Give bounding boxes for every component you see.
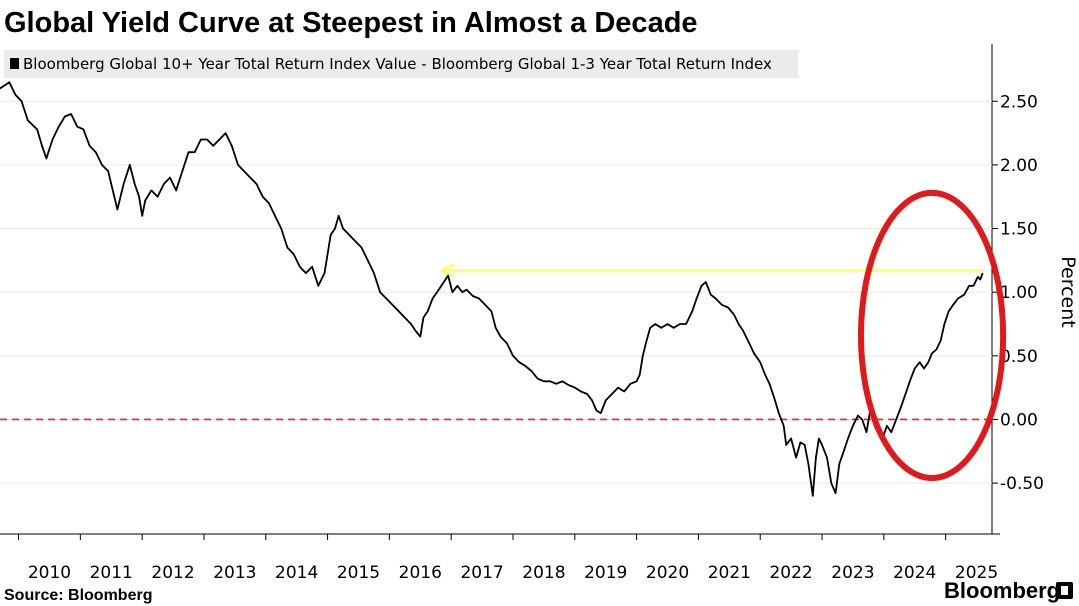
y-tick-label: -0.50 <box>1000 474 1044 494</box>
chart-title: Global Yield Curve at Steepest in Almost… <box>4 7 698 39</box>
arrow-head <box>439 263 455 278</box>
x-tick-label: 2024 <box>893 563 936 583</box>
y-tick-label: 2.50 <box>1000 92 1038 112</box>
annotations <box>0 263 992 421</box>
y-tick-label: 1.00 <box>1000 283 1038 303</box>
x-tick-label: 2021 <box>708 563 751 583</box>
y-axis-label: Percent <box>1057 256 1079 328</box>
y-tick-label: 2.00 <box>1000 156 1038 176</box>
bloomberg-logo: Bloomberg <box>944 578 1060 603</box>
gridlines <box>0 100 992 484</box>
overlay-annotations <box>857 189 1007 482</box>
x-tick-label: 2020 <box>646 563 689 583</box>
x-tick-label: 2019 <box>584 563 627 583</box>
x-axis-ticks: 2010 2011 2012 2013 2014 2015 2016 2017 2018 2019… <box>18 534 998 583</box>
x-tick-label: 2012 <box>151 563 194 583</box>
y-tick-label: 1.50 <box>1000 220 1038 240</box>
x-tick-label: 2017 <box>460 563 503 583</box>
x-tick-label: 2023 <box>831 563 874 583</box>
x-tick-label: 2025 <box>955 563 998 583</box>
x-tick-label: 2018 <box>522 563 565 583</box>
y-tick-label: 0.50 <box>1000 347 1038 367</box>
x-tick-label: 2013 <box>213 563 256 583</box>
series-layer <box>0 81 984 497</box>
x-tick-label: 2010 <box>28 563 71 583</box>
legend-label: Bloomberg Global 10+ Year Total Return I… <box>23 55 772 73</box>
source-label: Source: Bloomberg <box>4 587 152 604</box>
x-tick-label: 2022 <box>769 563 812 583</box>
highlight-circle <box>857 189 1007 482</box>
legend-box <box>4 50 798 78</box>
y-axis-ticks: 2.50 2.00 1.50 1.00 0.50 0.00 -0.50 <box>992 92 1044 494</box>
x-tick-label: 2016 <box>399 563 442 583</box>
series-line-0 <box>0 81 984 497</box>
x-tick-label: 2015 <box>337 563 380 583</box>
bloomberg-logo-icon-inner <box>1061 586 1068 595</box>
x-tick-label: 2014 <box>275 563 318 583</box>
y-tick-label: 0.00 <box>1000 410 1038 430</box>
x-tick-label: 2011 <box>90 563 133 583</box>
legend-swatch <box>10 58 19 69</box>
